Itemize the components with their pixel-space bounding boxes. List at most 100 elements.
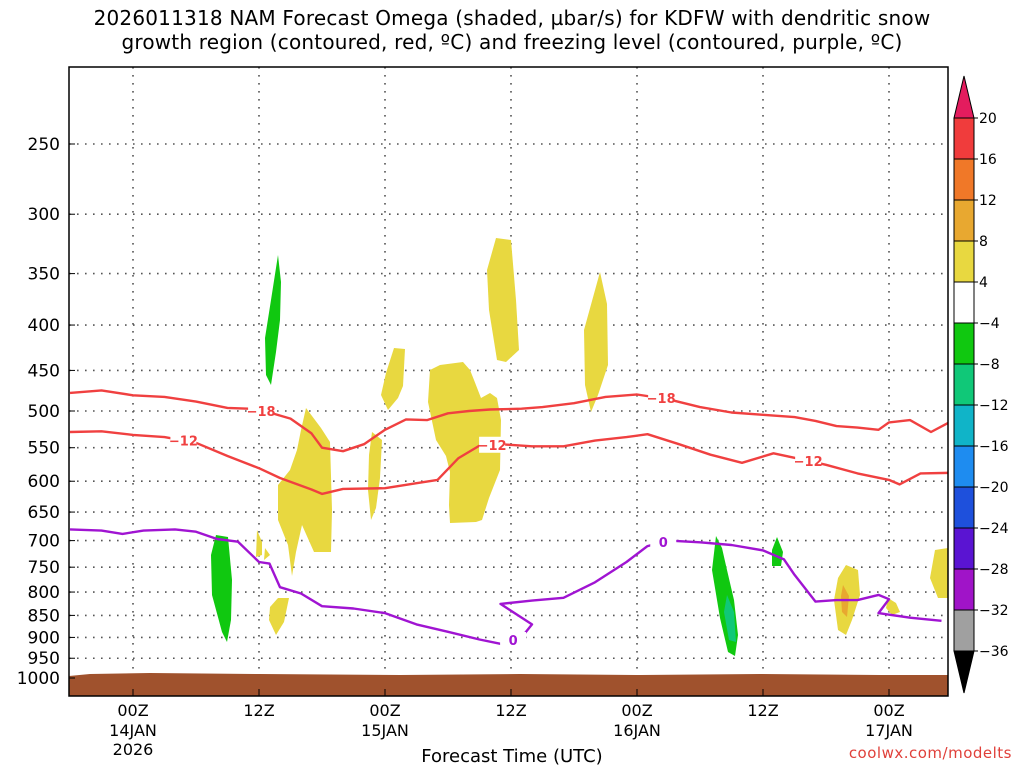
x-date-label: 17JAN	[865, 721, 913, 740]
y-tick-label: 300	[28, 205, 60, 225]
colorbar-top-arrow	[953, 75, 975, 119]
omega-region-teal	[724, 595, 736, 642]
omega-region-yellow	[428, 362, 501, 523]
colorbar-segment	[953, 486, 975, 529]
y-tick-label: 950	[28, 649, 60, 669]
watermark: coolwx.com/modelts	[848, 744, 1012, 762]
colorbar-label: −32	[979, 603, 1009, 619]
grid	[69, 67, 948, 696]
x-tick-label: 00Z	[873, 701, 904, 720]
y-tick-label: 750	[28, 558, 60, 578]
x-date-label: 15JAN	[361, 721, 409, 740]
isotherm-label-bg	[648, 390, 675, 407]
isotherm-label: −12	[478, 439, 507, 454]
isotherm-label: −18	[247, 405, 276, 420]
omega-region-green	[211, 535, 232, 642]
isotherm-label-bg	[479, 436, 506, 453]
x-tick-label: 00Z	[369, 701, 400, 720]
y-tick-label: 900	[28, 628, 60, 648]
colorbar-segment	[953, 158, 975, 201]
isotherm-label-bg	[795, 452, 822, 469]
isotherm-label-bg	[248, 403, 275, 419]
terrain-fill	[69, 673, 948, 696]
y-tick-label: 350	[28, 265, 60, 285]
colorbar-label: −20	[979, 480, 1009, 496]
colorbar-label: −28	[979, 562, 1009, 578]
colorbar-segment	[953, 240, 975, 283]
colorbar-segment	[953, 568, 975, 611]
isotherm-label: 0	[509, 634, 518, 649]
y-tick-label: 850	[28, 606, 60, 626]
x-axis-label: Forecast Time (UTC)	[421, 746, 603, 767]
x-date-label: 16JAN	[613, 721, 661, 740]
omega-region-yellow	[264, 548, 270, 560]
omega-region-yellow	[269, 598, 289, 635]
y-tick-label: 450	[28, 361, 60, 381]
colorbar-label: 4	[979, 275, 988, 291]
colorbar-segment	[953, 609, 975, 652]
colorbar-label: −12	[979, 398, 1009, 414]
y-tick-label: 650	[28, 503, 60, 523]
colorbar-segment	[953, 117, 975, 160]
isotherm-label-bg	[500, 631, 527, 648]
colorbar-label: −4	[979, 316, 1000, 332]
colorbar-segment	[953, 199, 975, 242]
colorbar-segment	[953, 404, 975, 447]
y-tick-label: 550	[28, 439, 60, 459]
colorbar-label: −36	[979, 644, 1009, 660]
x-year-label: 2026	[113, 740, 154, 759]
omega-region-yellow	[584, 272, 608, 412]
isotherm-label-bg	[170, 432, 197, 449]
isotherm-label: −12	[169, 435, 198, 450]
colorbar-segment	[953, 363, 975, 406]
colorbar: 20 16 12 8 4 −4 −8 −12 −16 −20 −24 −28 −32 −36	[953, 75, 1009, 694]
colorbar-label: 8	[979, 234, 988, 250]
omega-region-yellow	[368, 432, 382, 520]
colorbar-label: 12	[979, 193, 997, 209]
x-tick-label: 12Z	[243, 701, 274, 720]
y-tick-label: 500	[28, 402, 60, 422]
y-tick-label: 700	[28, 532, 60, 552]
x-date-label: 14JAN	[109, 721, 157, 740]
isotherm-label-bg	[650, 533, 677, 550]
omega-region-green	[265, 255, 281, 385]
y-tick-label: 600	[28, 472, 60, 492]
x-tick-label: 00Z	[621, 701, 652, 720]
x-tick-label: 00Z	[117, 701, 148, 720]
colorbar-label: 16	[979, 152, 997, 168]
y-tick-label: 250	[28, 135, 60, 155]
terrain	[69, 673, 948, 696]
isotherm-line-0	[69, 528, 942, 645]
colorbar-label: −8	[979, 357, 1000, 373]
chart-title-line2: growth region (contoured, red, ºC) and f…	[121, 30, 903, 54]
x-tick-label: 12Z	[747, 701, 778, 720]
isotherm-label: −12	[794, 455, 823, 470]
colorbar-label: −16	[979, 439, 1009, 455]
omega-region-yellow	[487, 238, 519, 362]
chart-title-line1: 2026011318 NAM Forecast Omega (shaded, µ…	[93, 6, 931, 30]
colorbar-bottom-arrow	[953, 650, 975, 694]
x-tick-label: 12Z	[495, 701, 526, 720]
omega-region-yellow	[886, 598, 900, 615]
colorbar-label: 20	[979, 111, 997, 127]
y-tick-label: 400	[28, 316, 60, 336]
omega-region-yellow	[278, 408, 332, 576]
colorbar-label: −24	[979, 521, 1009, 537]
omega-shading	[211, 238, 948, 656]
isotherm-label: −18	[647, 392, 676, 407]
omega-region-yellow	[381, 348, 405, 410]
omega-region-yellow	[930, 548, 948, 598]
y-axis: 2503003504004505005506006507007508008509…	[17, 135, 75, 689]
colorbar-segment	[953, 527, 975, 570]
omega-region-yellow	[256, 530, 262, 557]
colorbar-segment	[953, 322, 975, 365]
plot-frame	[68, 66, 949, 697]
isotherms: −18 −18 −12 −12 −12 0 0	[69, 389, 948, 649]
colorbar-segment	[953, 281, 975, 324]
isotherm-label: 0	[659, 536, 668, 551]
colorbar-segment	[953, 445, 975, 488]
y-tick-label: 1000	[17, 669, 60, 689]
y-tick-label: 800	[28, 583, 60, 603]
